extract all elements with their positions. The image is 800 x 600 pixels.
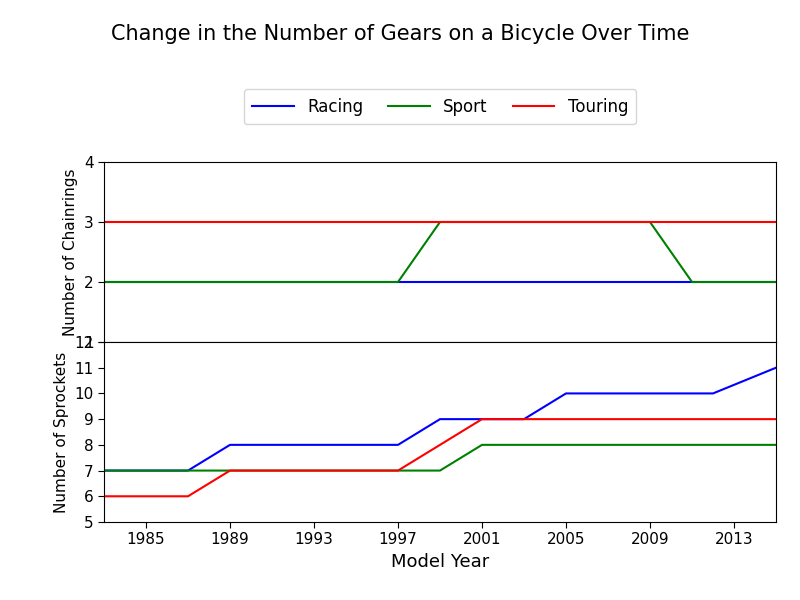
- Sport: [99, 278, 109, 286]
- Touring: [771, 416, 781, 423]
- Sport: [771, 441, 781, 448]
- Line: Sport: Sport: [104, 445, 776, 470]
- Sport: [435, 218, 445, 226]
- Racing: [562, 390, 571, 397]
- Line: Sport: Sport: [104, 222, 776, 282]
- Sport: [435, 467, 445, 474]
- Sport: [477, 441, 486, 448]
- X-axis label: Model Year: Model Year: [391, 553, 489, 571]
- Racing: [435, 416, 445, 423]
- Touring: [394, 467, 402, 474]
- Racing: [226, 441, 235, 448]
- Racing: [394, 278, 402, 286]
- Touring: [226, 467, 235, 474]
- Racing: [771, 364, 781, 371]
- Sport: [645, 218, 654, 226]
- Racing: [99, 278, 109, 286]
- Legend: Racing, Sport, Touring: Racing, Sport, Touring: [244, 89, 636, 124]
- Racing: [183, 467, 193, 474]
- Touring: [183, 493, 193, 500]
- Racing: [394, 278, 402, 286]
- Y-axis label: Number of Sprockets: Number of Sprockets: [54, 352, 69, 512]
- Sport: [687, 278, 697, 286]
- Y-axis label: Number of Chainrings: Number of Chainrings: [63, 168, 78, 336]
- Touring: [435, 441, 445, 448]
- Sport: [771, 278, 781, 286]
- Text: Change in the Number of Gears on a Bicycle Over Time: Change in the Number of Gears on a Bicyc…: [111, 24, 689, 44]
- Touring: [99, 493, 109, 500]
- Racing: [771, 278, 781, 286]
- Line: Touring: Touring: [104, 419, 776, 496]
- Racing: [708, 390, 718, 397]
- Racing: [394, 441, 402, 448]
- Sport: [99, 467, 109, 474]
- Sport: [394, 278, 402, 286]
- Racing: [519, 416, 529, 423]
- Racing: [99, 467, 109, 474]
- Touring: [477, 416, 486, 423]
- Line: Racing: Racing: [104, 368, 776, 470]
